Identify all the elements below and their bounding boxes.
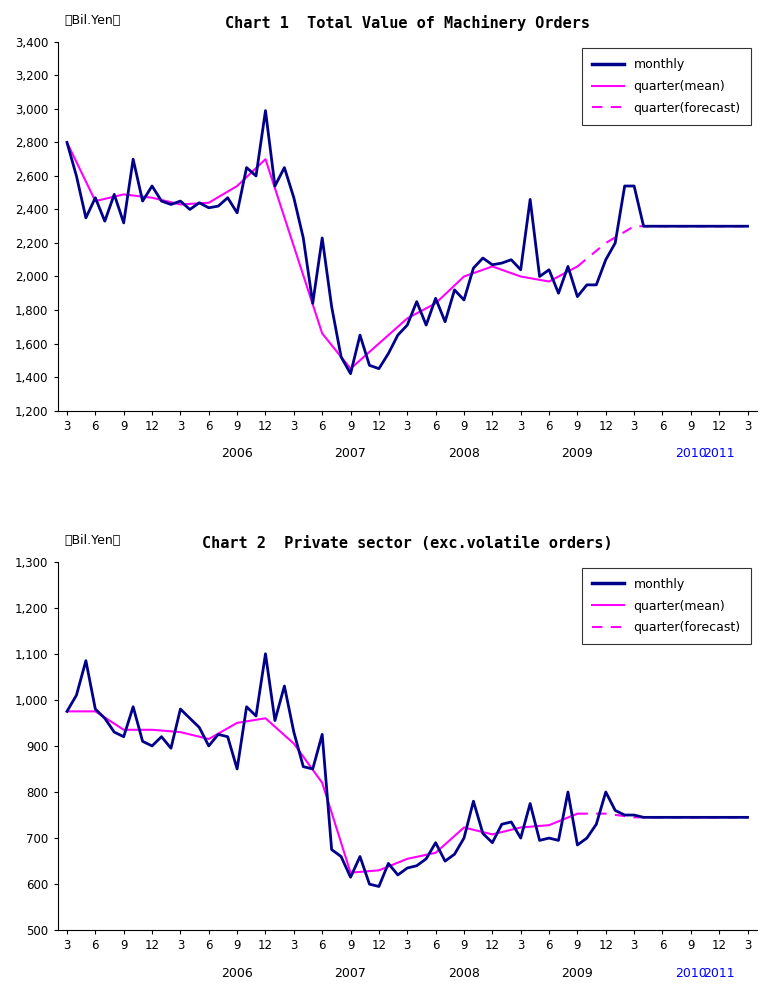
Text: 2006: 2006 [222, 967, 253, 980]
Text: 2007: 2007 [334, 448, 367, 461]
Text: 2008: 2008 [448, 448, 480, 461]
Text: 2011: 2011 [703, 967, 735, 980]
Text: 2010: 2010 [675, 967, 706, 980]
Text: 2010: 2010 [675, 448, 706, 461]
Text: （Bil.Yen）: （Bil.Yen） [65, 14, 120, 27]
Text: 2007: 2007 [334, 967, 367, 980]
Text: 2008: 2008 [448, 967, 480, 980]
Title: Chart 2  Private sector (exc.volatile orders): Chart 2 Private sector (exc.volatile ord… [202, 535, 612, 551]
Text: 2009: 2009 [561, 967, 593, 980]
Text: （Bil.Yen）: （Bil.Yen） [65, 534, 120, 547]
Text: 2009: 2009 [561, 448, 593, 461]
Text: 2006: 2006 [222, 448, 253, 461]
Title: Chart 1  Total Value of Machinery Orders: Chart 1 Total Value of Machinery Orders [225, 15, 590, 31]
Text: 2011: 2011 [703, 448, 735, 461]
Legend: monthly, quarter(mean), quarter(forecast): monthly, quarter(mean), quarter(forecast… [582, 48, 750, 125]
Legend: monthly, quarter(mean), quarter(forecast): monthly, quarter(mean), quarter(forecast… [582, 568, 750, 644]
